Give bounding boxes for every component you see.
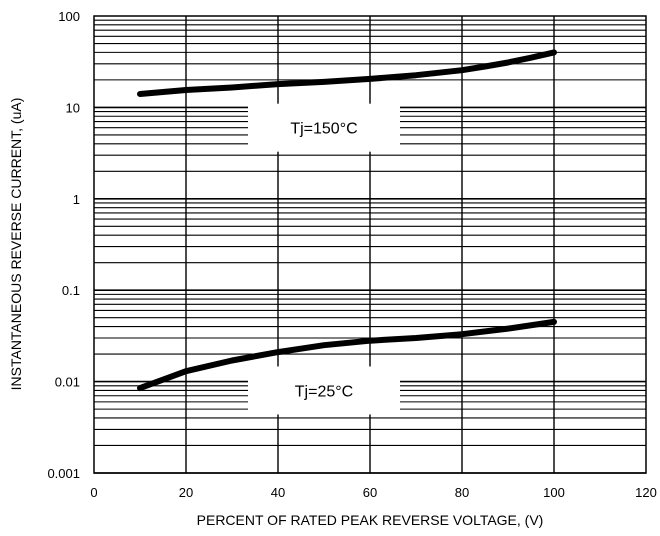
- x-tick-label: 80: [455, 485, 469, 500]
- annotation-label: Tj=150°C: [290, 121, 357, 138]
- y-tick-label: 0.001: [47, 466, 80, 481]
- y-tick-label: 0.1: [62, 283, 80, 298]
- annotations: Tj=150°C Tj=25°C: [248, 103, 400, 415]
- x-tick-label: 20: [179, 485, 193, 500]
- y-tick-label: 0.01: [55, 375, 80, 390]
- data-series: [137, 49, 557, 392]
- series-line: [137, 318, 557, 392]
- annotation-box: [248, 366, 400, 415]
- y-tick-label: 1: [73, 192, 80, 207]
- x-tick-label: 100: [543, 485, 565, 500]
- series-line: [137, 49, 557, 97]
- y-axis-label: INSTANTANEOUS REVERSE CURRENT, (uA): [8, 98, 24, 391]
- annotation-label: Tj=25°C: [295, 383, 353, 400]
- x-tick-labels: 0 20 40 60 80 100 120: [90, 485, 656, 500]
- y-tick-label: 100: [58, 9, 80, 24]
- x-tick-label: 60: [363, 485, 377, 500]
- x-axis-label: PERCENT OF RATED PEAK REVERSE VOLTAGE, (…: [197, 512, 544, 528]
- x-tick-label: 40: [271, 485, 285, 500]
- x-tick-label: 0: [90, 485, 97, 500]
- x-tick-label: 120: [635, 485, 657, 500]
- plot-frame: [93, 15, 647, 474]
- annotation-box: [248, 103, 400, 152]
- y-tick-label: 10: [66, 100, 80, 115]
- y-tick-labels: 0.001 0.01 0.1 1 10 100: [47, 9, 80, 481]
